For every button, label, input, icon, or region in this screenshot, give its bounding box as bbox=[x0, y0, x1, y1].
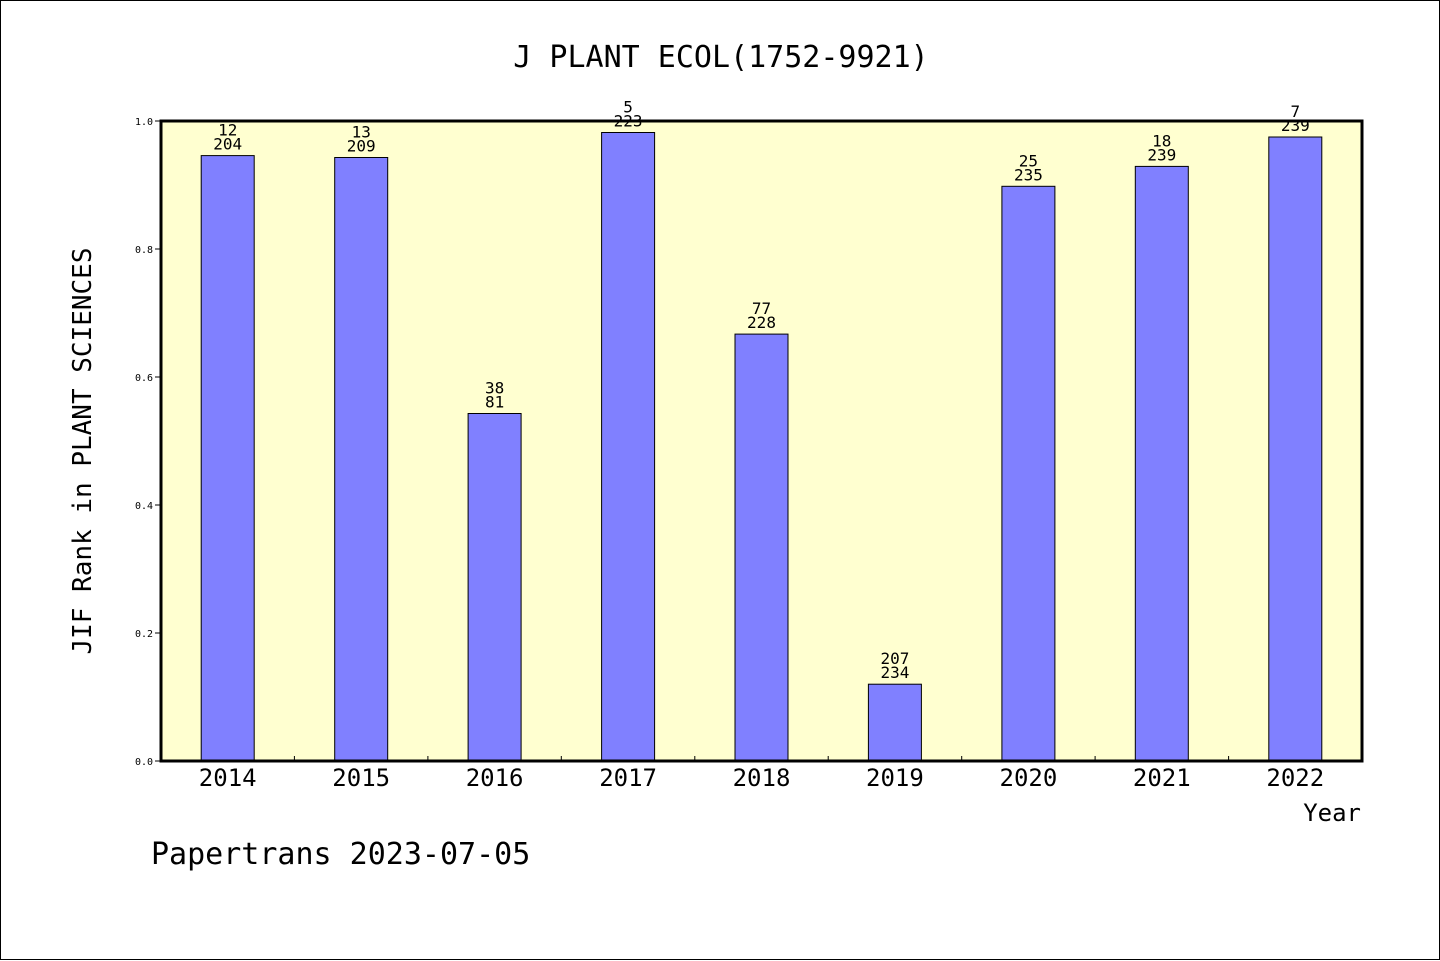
y-tick-label-0.8: 0.8 bbox=[135, 245, 153, 256]
bar-total-label-2018: 228 bbox=[747, 313, 776, 332]
bar-2018 bbox=[734, 333, 789, 762]
y-tick-label-0.4: 0.4 bbox=[135, 501, 153, 512]
bar-total-label-2016: 81 bbox=[485, 393, 504, 412]
bar-rank-label-2020: 25 bbox=[1019, 151, 1038, 170]
bar-rank-label-2019: 207 bbox=[880, 649, 909, 668]
y-tick-label-1.0: 1.0 bbox=[135, 117, 153, 128]
bar-2016 bbox=[467, 413, 522, 762]
x-tick-label-2019: 2019 bbox=[866, 764, 924, 792]
y-tick-label-0.6: 0.6 bbox=[135, 373, 153, 384]
x-axis-ticks: 2014 2015 2016 2017 2018 2019 2020 2021 2022 bbox=[199, 756, 1324, 792]
bar-rank-label-2017: 5 bbox=[623, 98, 633, 117]
y-axis-label: JIF Rank in PLANT SCIENCES bbox=[68, 248, 98, 655]
bar-2019 bbox=[867, 683, 922, 762]
y-axis-ticks: 0.0 0.2 0.4 0.6 0.8 1.0 bbox=[135, 117, 161, 768]
bar-total-label-2014: 204 bbox=[213, 135, 242, 154]
x-tick-label-2017: 2017 bbox=[599, 764, 657, 792]
x-tick-label-2022: 2022 bbox=[1266, 764, 1324, 792]
x-tick-label-2014: 2014 bbox=[199, 764, 257, 792]
bar-2022 bbox=[1268, 136, 1323, 762]
bar-total-label-2020: 235 bbox=[1014, 165, 1043, 184]
y-tick-label-0.2: 0.2 bbox=[135, 629, 153, 640]
bar-2014 bbox=[200, 155, 255, 762]
bar-total-label-2022: 239 bbox=[1281, 116, 1310, 135]
x-tick-label-2015: 2015 bbox=[332, 764, 390, 792]
x-axis-label: Year bbox=[1303, 799, 1361, 827]
bar-total-label-2021: 239 bbox=[1147, 145, 1176, 164]
bar-2015 bbox=[334, 157, 389, 762]
plot-border bbox=[159, 119, 1364, 763]
chart-title: J PLANT ECOL(1752-9921) bbox=[513, 40, 928, 75]
x-tick-label-2021: 2021 bbox=[1133, 764, 1191, 792]
bar-rank-label-2014: 12 bbox=[218, 121, 237, 140]
bar-rank-label-2018: 77 bbox=[752, 299, 771, 318]
x-tick-label-2020: 2020 bbox=[1000, 764, 1058, 792]
bar-2017 bbox=[601, 132, 656, 762]
bar-2020 bbox=[1001, 185, 1056, 762]
bar-total-label-2019: 234 bbox=[880, 663, 909, 682]
x-tick-label-2016: 2016 bbox=[466, 764, 524, 792]
bar-total-label-2015: 209 bbox=[347, 137, 376, 156]
x-tick-label-2018: 2018 bbox=[733, 764, 791, 792]
bar-rank-label-2015: 13 bbox=[352, 123, 371, 142]
y-tick-label-0.0: 0.0 bbox=[135, 757, 153, 768]
bar-rank-label-2022: 7 bbox=[1290, 102, 1300, 121]
bar-rank-label-2021: 18 bbox=[1152, 131, 1171, 150]
bar-rank-label-2016: 38 bbox=[485, 379, 504, 398]
bars-group bbox=[200, 132, 1323, 762]
footer-text: Papertrans 2023-07-05 bbox=[151, 837, 530, 872]
bar-2021 bbox=[1134, 165, 1189, 762]
